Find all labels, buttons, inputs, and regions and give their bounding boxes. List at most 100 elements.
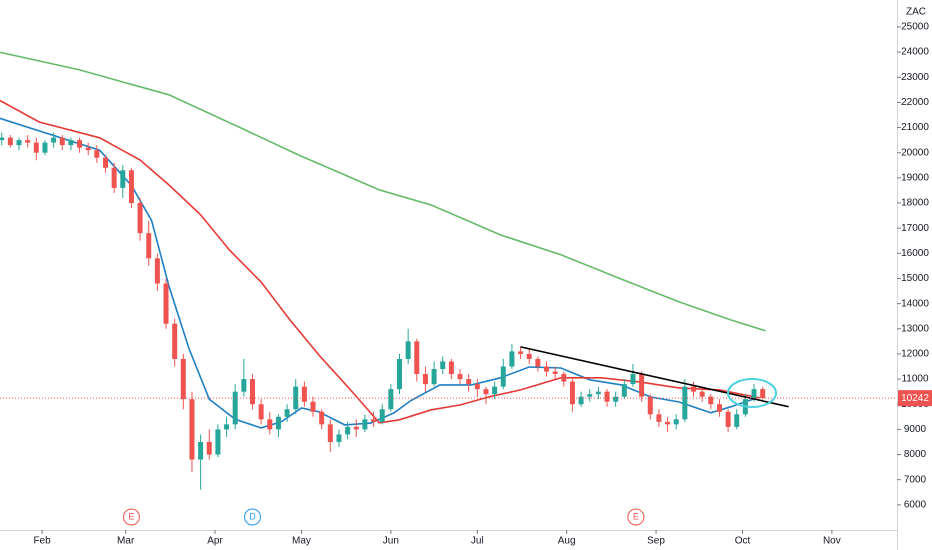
candle-body (371, 419, 377, 422)
candle-body (137, 202, 143, 234)
candle-body (42, 142, 48, 153)
candle-body (544, 366, 550, 372)
event-label: E (633, 511, 639, 521)
candle-body (552, 371, 558, 375)
event-marker (243, 508, 261, 526)
candle-body (120, 170, 126, 188)
candle-body (172, 323, 178, 359)
candle-body (249, 379, 255, 405)
candle-body (51, 137, 57, 143)
y-tick-label: 6000 (904, 499, 927, 510)
candle-body (595, 391, 601, 395)
y-tick-label: 12000 (901, 349, 929, 360)
event-label: E (128, 511, 134, 521)
candle-body (526, 353, 532, 359)
candle-body (241, 379, 247, 392)
candle-body (33, 142, 39, 153)
y-tick-label: 17000 (901, 223, 929, 234)
x-tick-label: Aug (558, 536, 576, 547)
candle-body (85, 147, 91, 151)
y-tick-label: 21000 (901, 122, 929, 133)
candle-body (716, 404, 722, 412)
y-tick-label: 9000 (904, 424, 927, 435)
highlight-ellipse (727, 378, 777, 408)
candle-body (483, 389, 489, 395)
candle-body (604, 391, 610, 402)
candle-body (379, 409, 385, 422)
candle-body (509, 351, 515, 367)
candle-body (362, 419, 368, 430)
y-tick-label: 8000 (904, 449, 927, 460)
y-tick-label: 25000 (901, 22, 929, 33)
candle-body (267, 419, 273, 430)
event-marker (122, 508, 140, 526)
candle-body (345, 426, 351, 435)
candle-body (466, 379, 472, 385)
candle-body (431, 369, 437, 385)
candle-body (414, 341, 420, 375)
candle-body (128, 170, 134, 203)
candle-body (656, 414, 662, 422)
candle-body (725, 411, 731, 427)
y-tick-label: 22000 (901, 97, 929, 108)
candle-body (665, 421, 671, 425)
y-tick-label: 19000 (901, 172, 929, 183)
candle-body (25, 140, 31, 143)
candle-body (353, 426, 359, 430)
candle-body (734, 414, 740, 427)
y-tick-label: 23000 (901, 72, 929, 83)
x-tick-label: Sep (647, 536, 665, 547)
candle-body (146, 233, 152, 259)
candle-body (500, 366, 506, 387)
x-tick-label: Apr (207, 536, 223, 547)
y-tick-label: 13000 (901, 323, 929, 334)
candle-body (111, 167, 117, 188)
candle-body (405, 341, 411, 359)
axes: 6000700080009000100001100012000130001400… (33, 22, 932, 547)
candle-body (388, 389, 394, 410)
candle-body (154, 258, 160, 284)
x-tick-label: Feb (33, 536, 51, 547)
candle-body (59, 137, 65, 146)
y-tick-label: 15000 (901, 273, 929, 284)
candle-body (284, 409, 290, 417)
y-tick-label: 18000 (901, 198, 929, 209)
candle-body (258, 404, 264, 420)
candle-body (198, 441, 204, 460)
candle-body (535, 358, 541, 367)
candle-body (673, 419, 679, 425)
currency-label: ZAC (906, 7, 926, 18)
candle-body (224, 424, 230, 430)
candle-body (102, 157, 108, 168)
x-tick-label: Oct (735, 536, 751, 547)
candle-body (569, 381, 575, 405)
candle-body (587, 394, 593, 397)
candle-body (578, 396, 584, 405)
candle-body (457, 374, 463, 380)
y-tick-label: 16000 (901, 248, 929, 259)
x-tick-label: Mar (117, 536, 135, 547)
x-tick-label: May (292, 536, 311, 547)
y-tick-label: 14000 (901, 298, 929, 309)
candle-body (647, 396, 653, 415)
candle-body (206, 441, 212, 455)
moving-average (0, 99, 760, 424)
candle-body (68, 140, 74, 146)
candle-body (215, 429, 221, 455)
candle-body (275, 416, 281, 430)
candle-body (422, 374, 428, 385)
candle-body (336, 434, 342, 442)
currency-box (903, 2, 929, 18)
candle-body (327, 424, 333, 442)
trendline (520, 346, 789, 408)
candle-body (189, 399, 195, 460)
candle-body (639, 374, 645, 397)
candle-body (751, 389, 757, 400)
candle-body (760, 389, 766, 399)
candle-body (310, 401, 316, 412)
candle-body (691, 386, 697, 392)
